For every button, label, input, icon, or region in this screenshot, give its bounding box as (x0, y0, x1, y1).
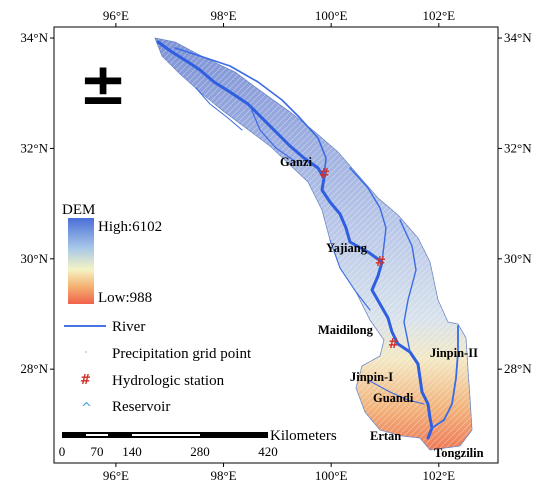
lon-label-top: 98°E (210, 8, 236, 23)
tributary-river (329, 239, 371, 311)
legend-reservoir: Reservoir (112, 399, 170, 415)
basin-area (154, 37, 473, 451)
lat-label-left: 34°N (20, 30, 48, 45)
label-maidilong: Maidilong (318, 323, 374, 337)
label-jinpin-ii: Jinpin-II (430, 346, 478, 360)
tributary-river (195, 87, 243, 131)
legend-grid-point: Precipitation grid point (112, 346, 252, 362)
legend-dem-title: DEM (62, 202, 95, 218)
lon-label-top: 100°E (315, 8, 348, 23)
station-markers: # # # (319, 167, 399, 352)
map-frame (53, 26, 499, 464)
lon-label-top: 102°E (422, 8, 455, 23)
label-jinpin-i: Jinpin-I (350, 370, 393, 384)
tributary-river (349, 167, 387, 263)
legend-dem-low: Low:988 (98, 290, 152, 306)
legend: DEM High:6102 Low:988 River Precipitatio… (62, 202, 252, 416)
lat-label-right: 32°N (504, 140, 532, 155)
scale-tick-140: 140 (122, 444, 142, 459)
scale-tick-0: 0 (59, 444, 66, 459)
tributary-river (249, 105, 297, 163)
hydrologic-station-icon: # (319, 167, 330, 182)
dem-color-ramp (68, 218, 94, 304)
label-ganzi: Ganzi (280, 155, 312, 169)
lat-label-right: 28°N (504, 361, 532, 376)
legend-station: Hydrologic station (112, 373, 225, 389)
lon-label-top: 96°E (103, 8, 129, 23)
rivers (156, 40, 459, 440)
station-legend-icon: # (80, 373, 91, 388)
main-river (156, 40, 434, 440)
grid-point-legend-icon (85, 351, 87, 353)
lon-label-bottom: 98°E (210, 468, 236, 483)
graticule-ticks: 96°E 96°E 98°E 98°E 100°E 100°E 102°E 102°E 34°N… (20, 8, 532, 483)
scale-tick-420: 420 (258, 444, 278, 459)
lat-label-left: 28°N (20, 361, 48, 376)
lat-label-left: 30°N (20, 251, 48, 266)
north-arrow-icon: ± (79, 50, 128, 118)
tributary-river (431, 325, 459, 429)
legend-dem-high: High:6102 (98, 219, 162, 235)
label-guandi: Guandi (373, 391, 414, 405)
hydrologic-station-icon: # (388, 337, 399, 352)
lon-label-bottom: 96°E (103, 468, 129, 483)
scale-unit: Kilometers (270, 428, 337, 444)
scale-bar: Kilometers 0 70 140 280 420 (59, 428, 337, 459)
lat-label-right: 34°N (504, 30, 532, 45)
label-tongzilin: Tongzilin (434, 446, 484, 460)
tributary-river (399, 219, 417, 353)
legend-river: River (112, 319, 145, 335)
tributary-river (367, 379, 425, 405)
label-yajiang: Yajiang (326, 241, 368, 255)
reservoir-legend-icon: ^ (81, 401, 92, 416)
place-labels: Ganzi Yajiang Maidilong Jinpin-II Jinpin… (280, 155, 484, 460)
lat-label-left: 32°N (20, 140, 48, 155)
scale-tick-70: 70 (91, 444, 104, 459)
hydrologic-station-icon: # (375, 255, 386, 270)
lon-label-bottom: 100°E (315, 468, 348, 483)
scale-tick-280: 280 (190, 444, 210, 459)
tributary-river (174, 47, 327, 179)
lat-label-right: 30°N (504, 251, 532, 266)
label-ertan: Ertan (370, 429, 401, 443)
lon-label-bottom: 102°E (422, 468, 455, 483)
